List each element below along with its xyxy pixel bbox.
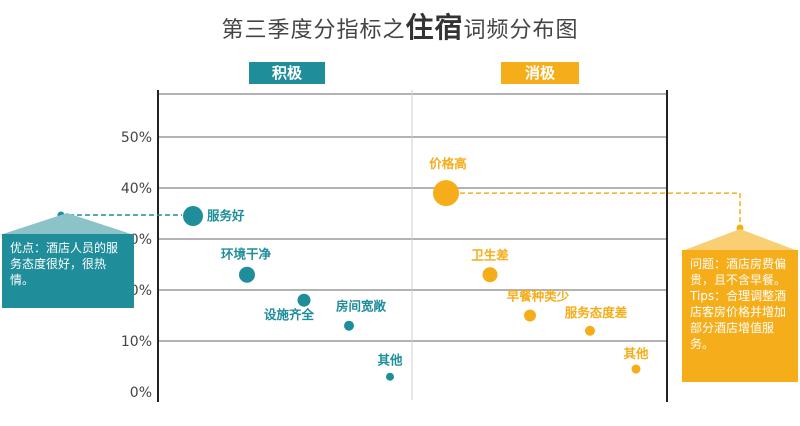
- callout-negative: 问题：酒店房费偏贵，且不含早餐。Tips：合理调整酒店客房价格并增加部分酒店增值…: [682, 250, 798, 382]
- data-point: [239, 266, 255, 283]
- positive-header: 积极: [249, 62, 325, 84]
- data-point: [433, 180, 459, 207]
- data-point: [386, 372, 394, 381]
- title-emphasis: 住宿: [405, 11, 464, 44]
- data-point: [524, 309, 536, 322]
- point-label: 卫生差: [471, 248, 509, 263]
- y-tick-label: 0%: [130, 385, 152, 401]
- data-point: [585, 325, 595, 336]
- data-point: [344, 320, 354, 331]
- data-point: [183, 206, 203, 227]
- data-point: [297, 293, 311, 307]
- data-point: [482, 267, 498, 283]
- callout-left-pointer: [0, 213, 134, 235]
- point-label: 房间宽敞: [336, 299, 387, 314]
- point-label: 环境干净: [221, 247, 272, 262]
- y-tick-label: 50%: [121, 130, 152, 146]
- data-point: [631, 364, 641, 374]
- connector-line-right: [460, 192, 741, 228]
- callout-positive: 优点：酒店人员的服务态度很好，很热情。: [2, 234, 134, 308]
- axes: [157, 90, 668, 402]
- title-prefix: 第三季度分指标之: [221, 18, 406, 43]
- point-label: 价格高: [429, 156, 467, 171]
- point-label: 设施齐全: [264, 307, 315, 322]
- callout-right-pointer: [682, 229, 798, 251]
- negative-header: 消极: [501, 62, 579, 84]
- point-label: 其他: [623, 346, 649, 361]
- point-label: 早餐种类少: [507, 289, 570, 304]
- callout-connectors: [57, 192, 744, 232]
- point-label: 服务好: [207, 208, 245, 223]
- title-suffix: 词频分布图: [463, 18, 579, 43]
- point-label: 其他: [377, 353, 403, 368]
- chart-title: 第三季度分指标之住宿词频分布图: [0, 6, 800, 46]
- point-label: 服务态度差: [565, 305, 628, 320]
- y-tick-label: 40%: [121, 181, 152, 197]
- y-tick-label: 10%: [121, 334, 152, 350]
